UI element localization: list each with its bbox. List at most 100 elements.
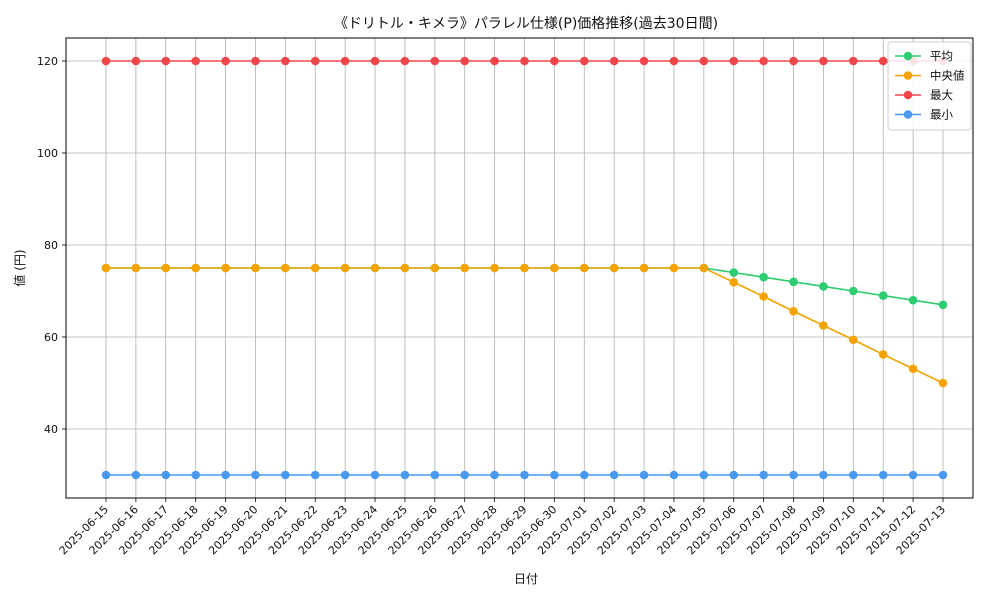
data-point xyxy=(281,263,290,273)
y-tick-label: 120 xyxy=(37,55,58,68)
data-point xyxy=(430,56,440,66)
data-point xyxy=(310,263,320,273)
data-point xyxy=(789,306,798,316)
x-axis-ticks: 2025-06-152025-06-162025-06-172025-06-18… xyxy=(57,498,948,557)
data-point xyxy=(490,470,499,480)
data-point xyxy=(759,292,768,301)
y-tick-label: 60 xyxy=(44,331,58,344)
data-point xyxy=(191,470,200,480)
data-point xyxy=(430,470,440,480)
data-point xyxy=(101,470,111,480)
data-point xyxy=(699,470,709,480)
legend-marker xyxy=(903,51,913,61)
data-point xyxy=(849,470,858,480)
data-point xyxy=(789,470,798,480)
data-point xyxy=(520,56,529,66)
data-point xyxy=(878,291,888,300)
data-point xyxy=(579,56,589,66)
data-point xyxy=(101,263,111,273)
y-tick-label: 40 xyxy=(44,423,58,436)
data-point xyxy=(819,56,828,66)
data-point xyxy=(460,470,470,480)
plot-frame xyxy=(65,37,974,499)
data-point xyxy=(819,282,828,291)
data-point xyxy=(908,364,918,374)
data-point xyxy=(849,335,858,345)
data-point xyxy=(550,263,559,273)
data-point xyxy=(729,470,739,480)
legend-box xyxy=(887,41,972,131)
legend-label: 最大 xyxy=(930,88,953,102)
legend-marker xyxy=(903,71,913,80)
data-point xyxy=(669,56,679,66)
data-point xyxy=(878,56,888,66)
data-point xyxy=(878,350,888,359)
data-point xyxy=(340,470,350,480)
data-point xyxy=(490,56,499,66)
y-axis-ticks: 40 60 80 100 120 xyxy=(37,55,66,436)
data-point xyxy=(849,286,858,296)
data-point xyxy=(729,56,739,66)
data-point xyxy=(669,263,679,273)
data-point xyxy=(221,263,230,273)
series-最大 xyxy=(101,56,948,66)
data-point xyxy=(251,470,260,480)
data-point xyxy=(221,470,230,480)
legend-marker xyxy=(903,90,913,100)
chart-title: 《ドリトル・キメラ》パラレル仕様(P)価格推移(過去30日間) xyxy=(334,16,718,32)
data-point xyxy=(101,56,111,66)
data-point xyxy=(520,470,529,480)
legend-item: 最大 xyxy=(895,88,953,102)
data-point xyxy=(550,56,559,66)
data-point xyxy=(370,470,380,480)
data-point xyxy=(819,321,828,330)
data-point xyxy=(759,56,768,66)
data-point xyxy=(460,56,470,66)
data-point xyxy=(400,56,410,66)
data-point xyxy=(490,263,499,273)
legend-label: 中央値 xyxy=(930,69,965,83)
data-point xyxy=(609,470,619,480)
data-point xyxy=(579,263,589,273)
series-最小 xyxy=(101,470,948,480)
data-point xyxy=(639,263,649,273)
data-point xyxy=(609,263,619,273)
legend-item: 平均 xyxy=(895,49,953,63)
data-point xyxy=(609,56,619,66)
data-point xyxy=(400,470,410,480)
data-point xyxy=(221,56,230,66)
data-point xyxy=(938,300,948,310)
data-point xyxy=(759,272,768,282)
data-point xyxy=(579,470,589,480)
series-layer xyxy=(101,56,948,480)
data-point xyxy=(161,263,171,273)
data-point xyxy=(639,470,649,480)
data-point xyxy=(908,295,918,305)
data-point xyxy=(789,56,798,66)
data-point xyxy=(430,263,440,273)
data-point xyxy=(191,263,200,273)
series-中央値 xyxy=(101,263,948,388)
data-point xyxy=(191,56,200,66)
data-point xyxy=(908,470,918,480)
data-point xyxy=(161,56,171,66)
data-point xyxy=(131,263,141,273)
data-point xyxy=(131,56,141,66)
data-point xyxy=(699,263,709,273)
data-point xyxy=(789,277,798,287)
legend-label: 最小 xyxy=(930,108,953,122)
data-point xyxy=(460,263,470,273)
data-point xyxy=(849,56,858,66)
legend-item: 中央値 xyxy=(895,69,965,83)
data-point xyxy=(281,470,290,480)
data-point xyxy=(550,470,559,480)
data-point xyxy=(251,56,260,66)
data-point xyxy=(639,56,649,66)
data-point xyxy=(310,470,320,480)
data-point xyxy=(281,56,290,66)
data-point xyxy=(370,263,380,273)
y-tick-label: 100 xyxy=(37,147,58,160)
data-point xyxy=(669,470,679,480)
